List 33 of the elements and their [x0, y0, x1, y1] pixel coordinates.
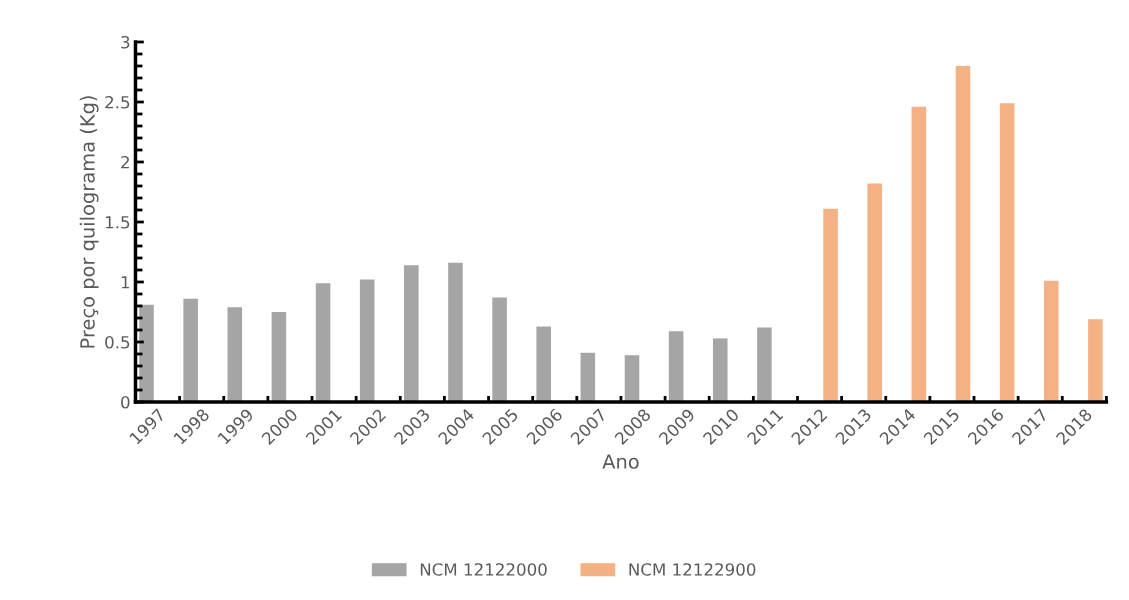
- bar: [315, 283, 331, 402]
- bar: [823, 208, 838, 402]
- bar: [227, 307, 243, 402]
- legend-label: NCM 12122900: [629, 563, 756, 576]
- bar: [999, 103, 1015, 402]
- bar: [867, 183, 882, 402]
- x-axis-title: Ano: [602, 454, 639, 469]
- bar: [492, 297, 507, 402]
- bar: [271, 312, 287, 402]
- bar: [139, 304, 154, 402]
- y-tick-label: 2: [121, 155, 129, 169]
- bar: [359, 279, 375, 402]
- bar: [624, 355, 640, 402]
- bar: [712, 338, 728, 402]
- bar: [183, 298, 198, 402]
- y-tick-label: 0.5: [105, 335, 130, 349]
- bar: [668, 331, 684, 402]
- y-axis-title: Preço por quilograma (Kg): [79, 96, 99, 348]
- y-tick-label: 3: [121, 35, 130, 49]
- y-tick-label: 1: [121, 276, 130, 289]
- y-tick-label: 2.5: [105, 95, 130, 109]
- bar: [911, 106, 927, 402]
- bar: [1088, 319, 1103, 402]
- bar: [448, 262, 463, 402]
- bar: [955, 66, 971, 402]
- bar: [536, 326, 551, 402]
- y-tick-label: 1.5: [105, 216, 130, 229]
- bar: [1043, 280, 1059, 402]
- bar: [757, 327, 772, 402]
- bar: [580, 352, 596, 402]
- legend-label: NCM 12122000: [420, 563, 547, 576]
- bar: [404, 265, 419, 402]
- y-tick-label: 0: [121, 395, 130, 409]
